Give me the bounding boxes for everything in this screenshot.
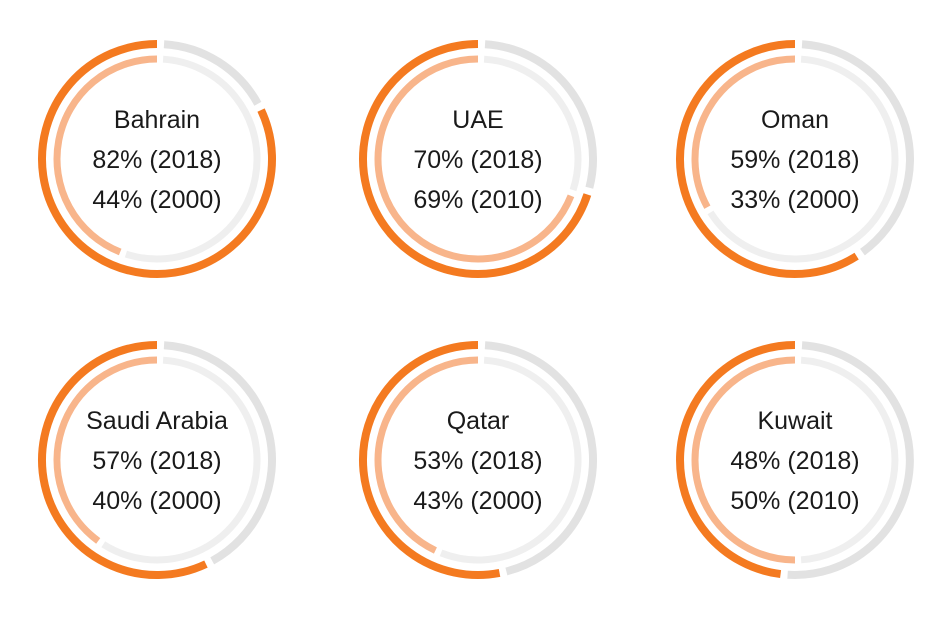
value-label-secondary: 44% (2000) xyxy=(92,186,221,214)
inner-ring-value-arc xyxy=(374,356,479,554)
outer-ring-value-arc xyxy=(359,341,501,579)
inner-ring-track-arc xyxy=(707,55,899,263)
outer-ring-track-arc xyxy=(484,40,597,189)
country-label: Qatar xyxy=(447,407,510,435)
value-label-primary: 57% (2018) xyxy=(92,447,221,475)
inner-ring-track-arc xyxy=(800,356,899,564)
outer-ring-track-arc xyxy=(484,341,597,576)
value-label-primary: 59% (2018) xyxy=(730,146,859,174)
country-label: Saudi Arabia xyxy=(86,407,228,435)
inner-ring-track-arc xyxy=(101,356,261,564)
value-label-primary: 82% (2018) xyxy=(92,146,221,174)
inner-ring-value-arc xyxy=(53,356,158,544)
outer-ring-track-arc xyxy=(801,40,914,256)
outer-ring-value-arc xyxy=(676,40,859,278)
inner-ring-value-arc xyxy=(53,55,158,256)
value-label-primary: 70% (2018) xyxy=(413,146,542,174)
country-label: UAE xyxy=(452,106,503,134)
country-label: Oman xyxy=(761,106,829,134)
outer-ring-track-arc xyxy=(163,341,277,565)
outer-ring-track-arc xyxy=(787,341,914,579)
value-label-secondary: 43% (2000) xyxy=(413,487,542,515)
value-label-primary: 48% (2018) xyxy=(730,447,859,475)
inner-ring-value-arc xyxy=(374,55,575,263)
inner-ring-track-arc xyxy=(439,356,582,564)
inner-ring-value-arc xyxy=(691,55,796,209)
value-label-secondary: 40% (2000) xyxy=(92,487,221,515)
value-label-secondary: 69% (2010) xyxy=(413,186,542,214)
value-label-primary: 53% (2018) xyxy=(413,447,542,475)
outer-ring-value-arc xyxy=(38,341,208,579)
outer-ring-value-arc xyxy=(676,341,796,579)
outer-ring-value-arc xyxy=(38,40,276,278)
inner-ring-value-arc xyxy=(691,356,796,564)
country-label: Bahrain xyxy=(114,106,200,134)
value-label-secondary: 33% (2000) xyxy=(730,186,859,214)
outer-ring-track-arc xyxy=(163,40,262,106)
inner-ring-track-arc xyxy=(124,55,261,263)
value-label-secondary: 50% (2010) xyxy=(730,487,859,515)
country-label: Kuwait xyxy=(757,407,832,435)
outer-ring-value-arc xyxy=(359,40,592,278)
inner-ring-track-arc xyxy=(483,55,582,192)
